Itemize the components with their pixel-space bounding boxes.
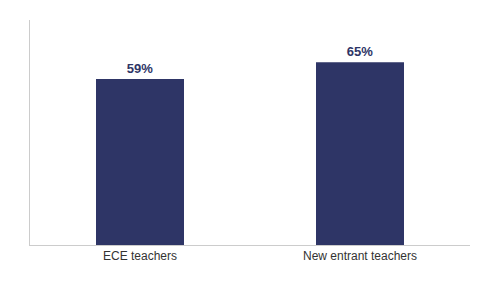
svg-text:65%: 65% (347, 44, 373, 59)
svg-text:New entrant teachers: New entrant teachers (303, 249, 417, 263)
svg-text:ECE teachers: ECE teachers (103, 249, 177, 263)
svg-text:59%: 59% (127, 61, 153, 76)
